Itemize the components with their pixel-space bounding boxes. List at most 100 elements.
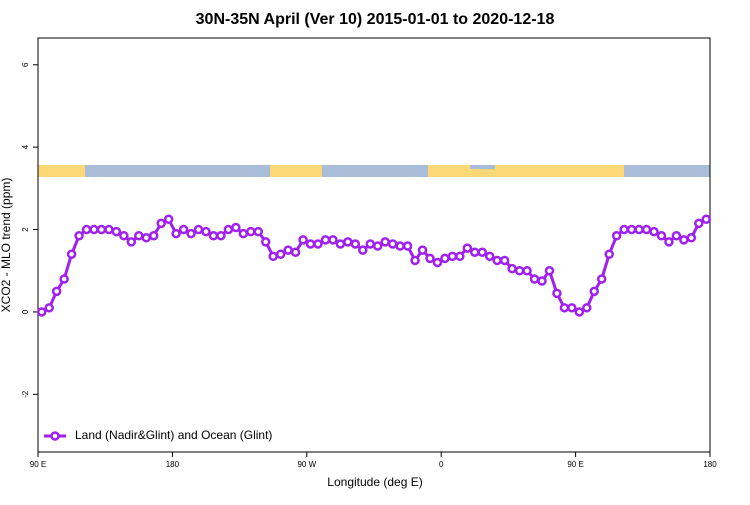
data-point <box>387 239 398 249</box>
data-point <box>51 286 62 297</box>
x-tick-label: 180 <box>703 460 717 469</box>
data-point <box>694 218 704 229</box>
data-point <box>410 255 420 266</box>
data-point <box>395 241 405 251</box>
data-point <box>447 251 458 262</box>
data-point <box>119 230 129 241</box>
data-point <box>470 247 480 257</box>
data-point <box>36 307 47 317</box>
data-point <box>574 307 585 317</box>
data-point <box>567 303 577 313</box>
data-point <box>253 226 264 237</box>
data-point <box>290 247 301 257</box>
x-tick-label: 0 <box>439 460 444 469</box>
data-point <box>656 230 667 241</box>
data-point <box>246 226 256 237</box>
data-point <box>313 239 323 249</box>
y-tick-label: 0 <box>21 309 30 314</box>
data-point <box>544 265 555 276</box>
data-point <box>111 226 122 237</box>
data-point <box>701 214 712 225</box>
data-point <box>96 224 107 235</box>
data-point <box>626 224 637 235</box>
data-point <box>649 226 659 237</box>
data-point <box>104 224 114 235</box>
x-tick-label: 90 W <box>297 460 316 469</box>
data-point <box>171 228 181 239</box>
data-point <box>440 253 450 264</box>
data-point <box>484 251 495 262</box>
y-tick-label: 4 <box>21 144 30 149</box>
data-point <box>365 239 376 249</box>
data-point <box>671 230 682 241</box>
data-point <box>358 245 368 255</box>
data-point <box>335 239 346 249</box>
ocean-strip <box>470 165 495 169</box>
data-point <box>208 230 219 241</box>
data-point <box>193 224 204 235</box>
data-point <box>455 251 465 262</box>
land-strip <box>38 165 85 177</box>
data-point <box>305 239 316 249</box>
data-point <box>231 222 241 233</box>
x-axis-label: Longitude (deg E) <box>327 475 422 489</box>
data-point <box>178 224 189 235</box>
data-point <box>44 303 54 313</box>
data-point <box>298 235 308 245</box>
data-point <box>417 245 428 255</box>
data-point <box>619 224 629 235</box>
data-point <box>89 224 99 235</box>
data-point <box>507 263 517 274</box>
legend-label: Land (Nadir&Glint) and Ocean (Glint) <box>75 428 272 442</box>
data-point <box>74 230 84 241</box>
data-point <box>604 249 614 260</box>
data-point <box>372 241 383 251</box>
data-point <box>537 276 547 286</box>
data-point <box>328 235 338 245</box>
surface-strip <box>38 165 710 177</box>
data-point <box>141 233 152 243</box>
y-tick-label: 6 <box>21 62 30 67</box>
data-point <box>81 224 92 235</box>
data-point <box>238 228 249 239</box>
data-point <box>425 253 435 264</box>
data-point <box>320 235 331 245</box>
y-tick-label: 2 <box>21 227 30 232</box>
plot-frame <box>37 37 711 453</box>
data-point <box>522 265 532 276</box>
data-point <box>611 230 622 241</box>
data-point <box>552 288 562 299</box>
data-point <box>163 214 174 225</box>
data-point <box>283 245 293 255</box>
data-point <box>260 237 271 247</box>
data-point <box>186 228 196 239</box>
data-point <box>664 237 674 247</box>
land-strip <box>270 165 322 177</box>
data-point <box>268 251 278 262</box>
data-point <box>216 230 226 241</box>
data-point <box>529 274 540 284</box>
land-strip <box>428 165 624 177</box>
data-point <box>596 274 607 284</box>
data-point <box>582 303 592 313</box>
data-point <box>201 226 211 237</box>
data-point <box>559 303 570 313</box>
data-point <box>686 233 697 243</box>
data-point <box>514 265 525 276</box>
x-tick-label: 180 <box>166 460 180 469</box>
y-tick-label: -2 <box>21 390 30 398</box>
data-point <box>66 249 77 260</box>
data-point <box>477 247 488 257</box>
data-point <box>641 224 652 235</box>
data-point <box>499 255 510 266</box>
data-point <box>59 274 69 284</box>
y-axis-label: XCO2 - MLO trend (ppm) <box>0 178 13 313</box>
data-point <box>492 255 502 266</box>
data-point <box>679 235 689 245</box>
data-point <box>350 239 361 249</box>
data-point <box>275 249 286 260</box>
data-point <box>223 224 234 235</box>
data-point <box>402 241 413 251</box>
data-point <box>634 224 644 235</box>
